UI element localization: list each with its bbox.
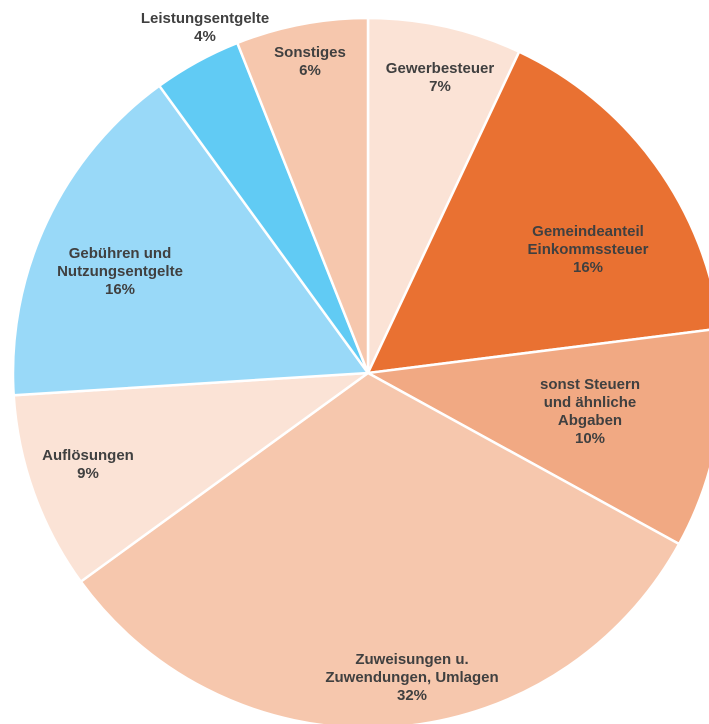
slice-label: Zuweisungen u. Zuwendungen, Umlagen 32% xyxy=(325,651,498,705)
pie-slice xyxy=(12,371,373,584)
slice-percent: 16% xyxy=(104,281,136,298)
slice-label: Auflösungen 9% xyxy=(42,447,134,483)
slice-label: Leistungsentgelte 4% xyxy=(141,10,269,46)
slice-name: sonst Steuern und ähnliche Abgaben xyxy=(539,376,641,429)
slice-percent: 10% xyxy=(574,430,606,447)
slice-percent: 9% xyxy=(77,465,99,482)
pie-slice xyxy=(366,16,521,374)
slice-name: Sonstiges xyxy=(274,44,346,61)
pie-slice xyxy=(235,16,370,374)
slice-name: Gebühren und Nutzungsentgelte xyxy=(57,245,183,280)
slice-label: sonst Steuern und ähnliche Abgaben 10% xyxy=(531,376,650,448)
slice-name: Gemeindeanteil Einkommssteuer xyxy=(527,223,649,258)
pie-slice xyxy=(11,84,371,397)
slice-label: Gemeindeanteil Einkommssteuer 16% xyxy=(528,223,649,277)
pie-slice xyxy=(365,50,709,375)
pie-slice xyxy=(364,328,709,546)
slice-percent: 16% xyxy=(572,259,604,276)
slice-name: Zuweisungen u. Zuwendungen, Umlagen xyxy=(325,651,499,686)
slice-label: Gebühren und Nutzungsentgelte 16% xyxy=(57,245,183,299)
slice-label: Gewerbesteuer 7% xyxy=(386,60,494,96)
slice-percent: 4% xyxy=(194,28,216,45)
slice-percent: 7% xyxy=(429,78,451,95)
slice-name: Auflösungen xyxy=(42,447,134,464)
slice-name: Gewerbesteuer xyxy=(385,60,495,77)
pie-slice xyxy=(79,371,681,724)
slice-name: Leistungsentgelte xyxy=(140,10,270,27)
slice-percent: 32% xyxy=(396,687,428,704)
slice-label: Sonstiges 6% xyxy=(274,44,346,80)
slice-percent: 6% xyxy=(299,62,321,79)
